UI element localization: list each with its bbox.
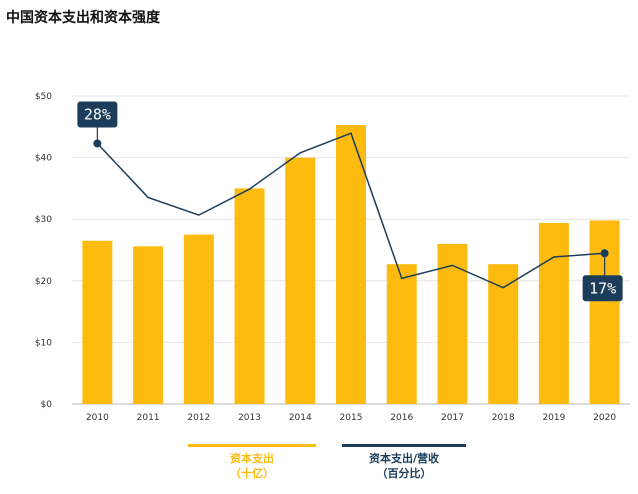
chart-title: 中国资本支出和资本强度: [6, 9, 161, 26]
x-tick-label: 2018: [492, 413, 515, 423]
x-tick-label: 2013: [238, 413, 261, 423]
bar: [336, 124, 366, 405]
bar-series: [82, 124, 620, 405]
y-tick-label: $50: [35, 92, 52, 102]
y-tick-label: $40: [35, 154, 52, 164]
x-tick-label: 2015: [340, 413, 363, 423]
bar: [488, 264, 519, 404]
legend-line-label-1: 资本支出/营收: [369, 451, 439, 465]
bar: [133, 246, 164, 404]
bar: [386, 264, 417, 404]
legend-bar-label-2: （十亿）: [230, 466, 274, 480]
x-tick-label: 2019: [542, 413, 565, 423]
x-tick-label: 2012: [187, 413, 210, 423]
legend-bar-swatch: [188, 444, 316, 447]
y-axis: $0 $10 $20 $30 $40 $50: [35, 92, 52, 410]
y-tick-label: $30: [35, 215, 52, 225]
x-tick-label: 2011: [137, 413, 160, 423]
y-tick-label: $10: [35, 338, 52, 348]
x-tick-label: 2017: [441, 413, 464, 423]
bar: [285, 157, 316, 404]
bar: [234, 188, 265, 404]
legend: 资本支出 （十亿） 资本支出/营收 （百分比）: [188, 444, 466, 480]
legend-bar-label-1: 资本支出: [230, 451, 274, 465]
callouts: 28% 17%: [77, 101, 623, 302]
bar: [538, 222, 569, 404]
y-tick-label: $0: [41, 400, 53, 410]
x-axis: 2010 2011 2012 2013 2014 2015 2016 2017 2018 2019…: [86, 413, 616, 423]
x-tick-label: 2020: [593, 413, 616, 423]
line-point: [600, 249, 609, 258]
x-tick-label: 2016: [390, 413, 413, 423]
bar: [183, 234, 214, 404]
callout-box: [77, 101, 118, 128]
bar: [589, 220, 620, 404]
x-tick-label: 2010: [86, 413, 109, 423]
series-line: [96, 132, 605, 289]
callout-label: 28%: [84, 105, 111, 123]
legend-line-label-2: （百分比）: [377, 466, 432, 480]
y-tick-label: $20: [35, 277, 52, 287]
callout-box: [582, 275, 623, 302]
bar: [82, 240, 113, 404]
callout-label: 17%: [589, 279, 616, 297]
x-tick-label: 2014: [289, 413, 312, 423]
legend-line-swatch: [342, 444, 466, 447]
